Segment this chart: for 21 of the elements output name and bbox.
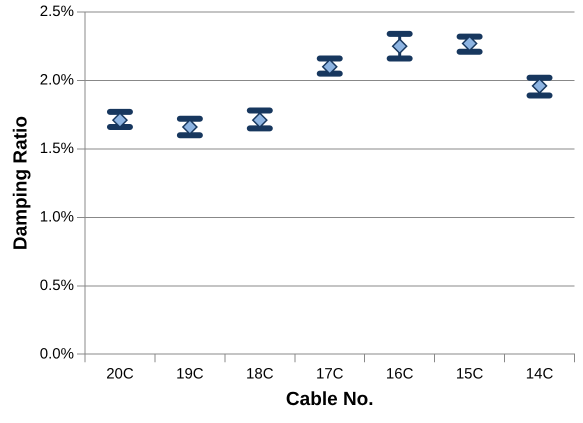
point xyxy=(462,36,478,52)
point xyxy=(112,112,128,128)
point xyxy=(532,78,548,94)
point xyxy=(392,38,408,54)
x-tick-label: 15C xyxy=(456,365,484,382)
y-axis-title: Damping Ratio xyxy=(10,116,32,250)
y-tick-label: 1.5% xyxy=(40,140,74,158)
x-tick-label: 20C xyxy=(106,365,134,382)
y-tick-label: 0.0% xyxy=(40,345,74,362)
x-tick-label: 19C xyxy=(176,365,204,382)
x-tick-label: 14C xyxy=(526,365,554,382)
x-tick-label: 17C xyxy=(316,365,344,382)
y-tick-label: 1.0% xyxy=(40,208,74,226)
x-axis-title: Cable No. xyxy=(286,388,374,410)
y-tick-label: 2.0% xyxy=(40,72,74,89)
y-tick-label: 0.5% xyxy=(40,276,74,294)
y-tick-label: 2.5% xyxy=(40,3,74,20)
x-tick-label: 16C xyxy=(386,365,414,382)
point xyxy=(322,59,338,74)
x-tick-label: 18C xyxy=(246,365,274,382)
point xyxy=(252,112,268,128)
